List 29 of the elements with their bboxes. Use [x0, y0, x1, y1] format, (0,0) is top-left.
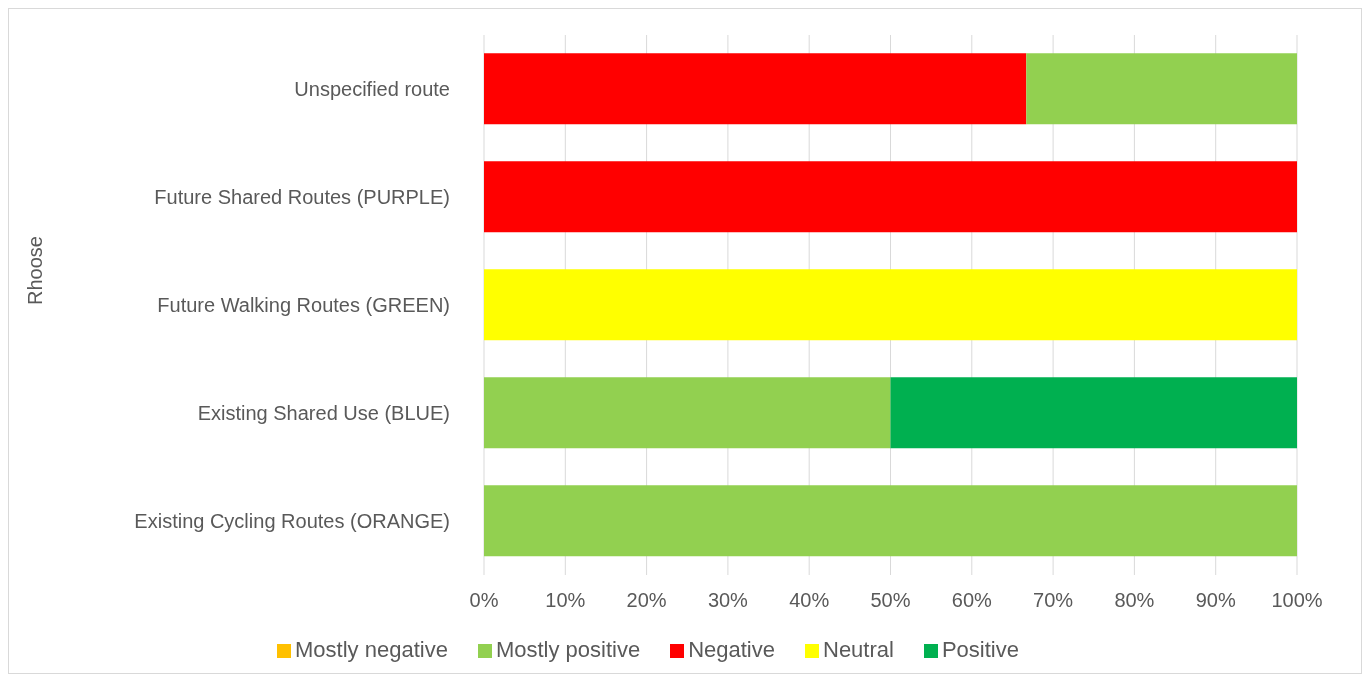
legend-label: Neutral: [823, 637, 894, 662]
bar: [484, 161, 1297, 233]
bar: [484, 53, 1027, 125]
x-tick-label: 0%: [469, 589, 499, 612]
x-tick-label: 10%: [545, 589, 586, 612]
x-tick-label: 90%: [1195, 589, 1236, 612]
bar: [484, 269, 1297, 341]
y-tick-label: Future Walking Routes (GREEN): [157, 294, 450, 317]
y-tick-label: Existing Cycling Routes (ORANGE): [134, 510, 450, 533]
bar: [890, 377, 1297, 449]
bar: [484, 377, 891, 449]
y-tick-label: Future Shared Routes (PURPLE): [154, 186, 450, 209]
y-tick-label: Unspecified route: [294, 78, 450, 101]
x-tick-label: 80%: [1114, 589, 1155, 612]
legend-label: Positive: [941, 637, 1019, 662]
x-tick-label: 30%: [707, 589, 749, 612]
legend-label: Mostly positive: [495, 637, 641, 662]
legend-label: Mostly negative: [295, 637, 448, 662]
legend-label: Negative: [688, 637, 775, 662]
x-tick-label: 40%: [789, 589, 830, 612]
y-axis-title: Rhoose: [24, 236, 47, 305]
x-tick-label: 20%: [626, 589, 667, 612]
bar: [484, 485, 1297, 557]
y-tick-label: Existing Shared Use (BLUE): [197, 402, 450, 425]
bar: [1026, 53, 1297, 125]
x-tick-label: 50%: [870, 589, 911, 612]
x-tick-label: 60%: [951, 589, 993, 612]
x-tick-label: 70%: [1033, 589, 1074, 612]
x-tick-label: 100%: [1271, 589, 1323, 612]
